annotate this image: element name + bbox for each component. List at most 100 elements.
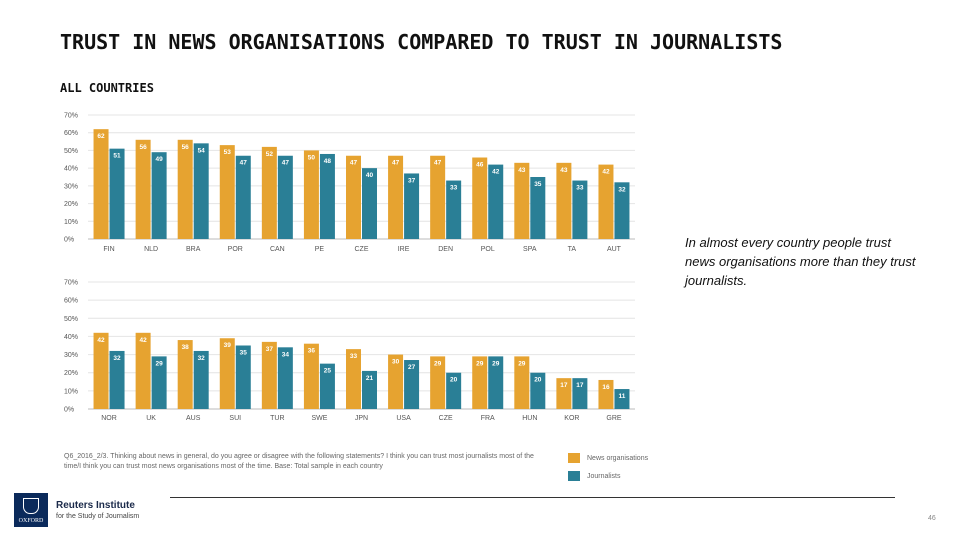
chart1-data-label: 42: [602, 169, 610, 176]
chart2-y-tick-label: 20%: [64, 370, 78, 377]
chart2-bar-news: [514, 356, 530, 409]
chart1-bar-news: [177, 139, 193, 239]
chart1-data-label: 52: [266, 151, 274, 158]
chart1-data-label: 43: [518, 167, 526, 174]
chart1-bar-news: [93, 129, 109, 239]
chart1-data-label: 56: [182, 144, 190, 151]
chart2-bar-journalists: [572, 378, 588, 409]
chart1-bar-news: [346, 155, 361, 239]
legend-label-journalists: Journalists: [587, 472, 621, 480]
crest-text: OXFORD: [18, 518, 44, 524]
chart2-bar-news: [430, 356, 446, 409]
chart2-category-label: KOR: [564, 415, 579, 422]
chart1-category-label: SPA: [523, 246, 537, 253]
legend-swatch-journalists: [568, 471, 580, 481]
chart2-category-label: USA: [396, 415, 411, 422]
chart2-bar-journalists: [235, 345, 251, 409]
chart2-y-tick-label: 70%: [64, 280, 78, 287]
chart2-data-label: 29: [492, 360, 500, 367]
chart2-y-tick-label: 0%: [64, 407, 74, 414]
chart1-bar-journalists: [488, 164, 504, 239]
chart1-bar-news: [388, 155, 404, 239]
chart1-bar-journalists: [235, 155, 251, 239]
chart1-bar-news: [430, 155, 446, 239]
chart2-bar-news: [261, 341, 277, 409]
chart1-y-tick-label: 20%: [64, 201, 78, 208]
page-number: 46: [928, 515, 936, 522]
chart1-bar-news: [556, 162, 572, 239]
chart2-data-label: 17: [576, 382, 584, 389]
chart1-data-label: 51: [113, 153, 121, 160]
chart2-data-label: 38: [182, 344, 190, 351]
chart1-bar-journalists: [530, 177, 546, 239]
chart1-bar-journalists: [151, 152, 167, 239]
chart2-bar-news: [346, 349, 361, 409]
chart2-bar-news: [388, 354, 404, 409]
chart2-category-label: SUI: [229, 415, 241, 422]
chart2-bar-news: [135, 332, 151, 409]
chart1-data-label: 47: [350, 160, 358, 167]
chart1-y-tick-label: 10%: [64, 219, 78, 226]
chart1-category-label: DEN: [438, 246, 453, 253]
chart2-bar-journalists: [109, 350, 125, 409]
chart1-bar-journalists: [109, 148, 125, 239]
chart2-data-label: 17: [560, 382, 568, 389]
chart1-data-label: 40: [366, 172, 374, 179]
chart1-data-label: 50: [308, 154, 316, 161]
chart2-bar-journalists: [362, 370, 377, 409]
chart2-data-label: 42: [97, 337, 105, 344]
chart2-bar-news: [177, 340, 193, 409]
chart1-data-label: 47: [282, 160, 290, 167]
chart1-data-label: 42: [492, 169, 500, 176]
page-subtitle: ALL COUNTRIES: [60, 81, 154, 95]
chart1-data-label: 49: [155, 156, 163, 163]
chart2-bar-news: [93, 332, 109, 409]
chart1-category-label: POL: [481, 246, 495, 253]
chart1-bar-news: [135, 139, 151, 239]
chart2-data-label: 29: [518, 360, 526, 367]
chart2-y-tick-label: 30%: [64, 352, 78, 359]
legend-swatch-news: [568, 453, 580, 463]
logo-subtitle: for the Study of Journalism: [56, 513, 140, 520]
chart1-category-label: CZE: [355, 246, 369, 253]
chart1-data-label: 33: [576, 185, 584, 192]
chart2-data-label: 20: [534, 377, 542, 384]
chart2-data-label: 35: [240, 350, 248, 357]
footer-divider: [170, 497, 895, 498]
chart1-bar-news: [303, 150, 319, 239]
chart1-y-tick-label: 60%: [64, 130, 78, 137]
chart2-bar-journalists: [488, 356, 504, 409]
chart1-data-label: 53: [224, 149, 232, 156]
chart1-data-label: 48: [324, 158, 332, 165]
chart1-category-label: CAN: [270, 246, 285, 253]
chart2-y-tick-label: 10%: [64, 388, 78, 395]
chart2-data-label: 21: [366, 375, 374, 382]
chart1-bar-journalists: [614, 182, 630, 239]
chart2-bar-journalists: [404, 360, 420, 409]
chart1-bar-news: [514, 162, 530, 239]
chart2-data-label: 39: [224, 342, 232, 349]
chart2-category-label: TUR: [270, 415, 284, 422]
chart1-data-label: 54: [198, 147, 206, 154]
chart2-data-label: 16: [602, 384, 610, 391]
chart1-data-label: 32: [618, 186, 626, 193]
legend-item-journalists: Journalists: [568, 467, 648, 485]
chart2-y-tick-label: 40%: [64, 334, 78, 341]
chart1-data-label: 56: [139, 144, 147, 151]
chart1-category-label: TA: [568, 246, 577, 253]
chart2-data-label: 32: [113, 355, 121, 362]
chart1-category-label: PE: [315, 246, 325, 253]
chart2-category-label: HUN: [522, 415, 537, 422]
chart2-data-label: 20: [450, 377, 458, 384]
chart2-bar-journalists: [151, 356, 167, 409]
chart2-data-label: 25: [324, 368, 332, 375]
chart2-bar-journalists: [193, 350, 209, 409]
chart2-category-label: JPN: [355, 415, 368, 422]
chart1-category-label: IRE: [398, 246, 410, 253]
chart1-data-label: 37: [408, 177, 416, 184]
chart1-data-label: 43: [560, 167, 568, 174]
chart2-data-label: 11: [619, 393, 626, 400]
chart2-category-label: GRE: [606, 415, 622, 422]
oxford-crest-icon: OXFORD: [14, 493, 48, 527]
